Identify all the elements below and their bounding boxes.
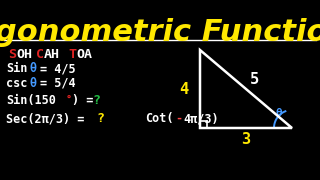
Text: = 5/4: = 5/4 xyxy=(40,77,76,90)
Text: θ: θ xyxy=(30,62,37,75)
Text: Trigonometric Functions: Trigonometric Functions xyxy=(0,18,320,47)
Text: θ: θ xyxy=(30,77,37,90)
Text: T: T xyxy=(68,48,76,61)
Text: °: ° xyxy=(66,94,72,104)
Text: 4: 4 xyxy=(180,82,188,96)
Text: csc: csc xyxy=(6,77,28,90)
Text: θ: θ xyxy=(275,108,282,118)
Text: Sec(2π/3) =: Sec(2π/3) = xyxy=(6,112,84,125)
Text: ) =: ) = xyxy=(72,94,93,107)
Text: OH: OH xyxy=(16,48,32,61)
Text: S: S xyxy=(8,48,16,61)
Text: C: C xyxy=(36,48,44,61)
Text: Sin(150: Sin(150 xyxy=(6,94,56,107)
Text: OA: OA xyxy=(76,48,92,61)
Text: Cot(: Cot( xyxy=(145,112,173,125)
Text: 4π/3): 4π/3) xyxy=(183,112,219,125)
Text: 3: 3 xyxy=(241,132,251,147)
Text: = 4/5: = 4/5 xyxy=(40,62,76,75)
Text: AH: AH xyxy=(44,48,60,61)
Text: 5: 5 xyxy=(249,71,259,87)
Text: ?: ? xyxy=(96,112,104,125)
Text: ?: ? xyxy=(92,94,100,107)
Text: -: - xyxy=(175,112,182,125)
Text: Sin: Sin xyxy=(6,62,28,75)
